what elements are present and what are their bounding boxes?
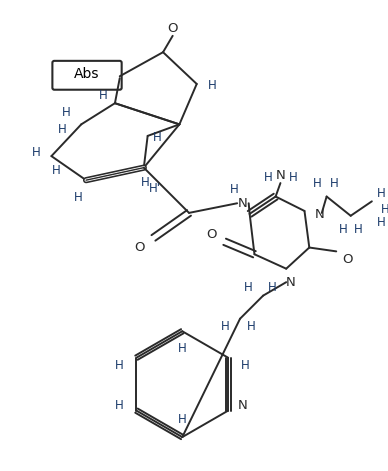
- Text: H: H: [99, 89, 108, 102]
- Text: H: H: [339, 223, 347, 236]
- Text: H: H: [381, 203, 388, 216]
- Text: H: H: [230, 183, 239, 196]
- Text: H: H: [377, 216, 386, 229]
- Text: O: O: [206, 227, 217, 241]
- FancyBboxPatch shape: [52, 61, 122, 89]
- Text: N: N: [286, 276, 296, 289]
- Text: H: H: [74, 191, 83, 204]
- Text: H: H: [313, 177, 321, 189]
- Text: H: H: [221, 320, 230, 333]
- Text: H: H: [141, 176, 150, 188]
- Text: H: H: [247, 320, 256, 333]
- Text: H: H: [208, 80, 217, 92]
- Text: H: H: [377, 187, 386, 200]
- Text: H: H: [115, 359, 123, 372]
- Text: H: H: [153, 131, 162, 144]
- Text: N: N: [238, 399, 248, 412]
- Text: H: H: [52, 164, 61, 177]
- Text: H: H: [32, 146, 40, 159]
- Text: H': H': [149, 182, 161, 195]
- Text: H: H: [244, 282, 253, 294]
- Text: O: O: [343, 252, 353, 266]
- Text: O: O: [135, 241, 145, 254]
- Text: H: H: [263, 171, 272, 184]
- Text: N: N: [315, 208, 325, 221]
- Text: H: H: [178, 413, 187, 426]
- Text: H: H: [268, 282, 277, 294]
- Text: H: H: [61, 106, 70, 119]
- Text: O: O: [167, 22, 178, 35]
- Text: H: H: [289, 171, 297, 184]
- Text: H: H: [178, 342, 187, 355]
- Text: N: N: [275, 169, 285, 182]
- Text: H: H: [241, 359, 250, 372]
- Text: H: H: [330, 177, 339, 189]
- Text: H: H: [354, 223, 363, 236]
- Text: N: N: [238, 197, 248, 210]
- Text: Abs: Abs: [74, 67, 100, 81]
- Text: H: H: [58, 122, 66, 136]
- Text: H: H: [115, 399, 123, 412]
